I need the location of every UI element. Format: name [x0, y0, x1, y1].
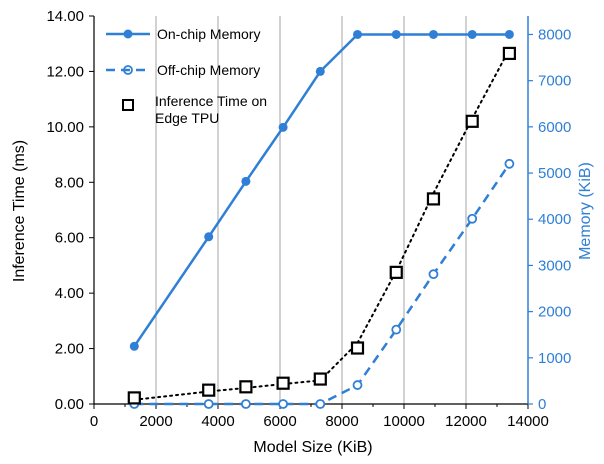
point-on-chip-3 [278, 122, 288, 132]
point-on-chip-2 [241, 176, 251, 186]
point-inference-time-6 [389, 265, 403, 279]
point-on-chip-8 [467, 29, 477, 39]
point-inference-time-7 [426, 192, 441, 206]
y-tick-label-right-4: 4000 [538, 211, 571, 228]
y-tick-label-right-8: 8000 [538, 26, 571, 43]
series-line-on-chip [133, 33, 510, 348]
x-tick-label-5: 10000 [383, 413, 425, 430]
x-tick-label-1: 2000 [139, 413, 172, 430]
y-tick-label-right-3: 3000 [538, 257, 571, 274]
point-inference-time-4 [313, 372, 327, 386]
point-on-chip-9 [504, 29, 514, 39]
point-inference-time-0 [127, 391, 141, 405]
point-off-chip-1 [203, 399, 214, 409]
point-inference-time-9 [502, 46, 516, 61]
point-inference-time-2 [239, 380, 253, 394]
point-off-chip-7 [428, 269, 439, 280]
x-tick-label-6: 12000 [445, 413, 487, 430]
point-inference-time-8 [465, 114, 479, 128]
legend-item-on-chip: On-chip Memory [106, 26, 260, 42]
y-tick-label-left-1: 2.00 [55, 341, 84, 358]
point-on-chip-1 [204, 232, 214, 242]
y-tick-label-left-6: 12.00 [46, 63, 84, 80]
point-inference-time-3 [276, 376, 290, 390]
y-tick-label-left-7: 14.00 [46, 8, 84, 25]
y-tick-label-right-1: 1000 [538, 350, 571, 367]
x-axis-title: Model Size (KiB) [253, 439, 372, 456]
point-off-chip-3 [278, 399, 289, 409]
x-tick-label-7: 14000 [507, 413, 549, 430]
point-off-chip-4 [315, 399, 326, 409]
legend-item-inference-time: Inference Time on Edge TPU [122, 93, 268, 126]
point-off-chip-9 [504, 158, 515, 169]
point-inference-time-5 [350, 341, 365, 355]
y-tick-label-left-4: 8.00 [55, 174, 84, 191]
legend-item-off-chip: Off-chip Memory [106, 62, 260, 78]
y-tick-label-left-2: 4.00 [55, 285, 84, 302]
y-tick-label-right-7: 7000 [538, 73, 571, 90]
y-tick-label-right-6: 6000 [538, 119, 571, 136]
y-tick-label-right-5: 5000 [538, 165, 571, 182]
y-tick-label-left-3: 6.00 [55, 230, 84, 247]
point-inference-time-1 [202, 383, 216, 397]
point-on-chip-7 [428, 29, 438, 39]
legend: On-chip Memory Off-chip Memory Inference… [106, 26, 268, 126]
gridlines [155, 16, 467, 404]
y-tick-label-right-0: 0 [538, 396, 546, 413]
point-off-chip-8 [467, 213, 478, 224]
tick-labels: 0 2000 4000 6000 8000 10000 12000 140000.002.00… [46, 8, 571, 430]
legend-label-on-chip: On-chip Memory [157, 26, 260, 42]
legend-label-inference-time: Inference Time on Edge TPU [155, 93, 268, 126]
point-on-chip-6 [391, 29, 401, 39]
x-tick-label-3: 6000 [263, 413, 296, 430]
point-off-chip-6 [391, 324, 402, 335]
y-tick-label-left-5: 10.00 [46, 119, 84, 136]
y-axis-title-right: Memory (KiB) [577, 162, 594, 260]
legend-label-off-chip: Off-chip Memory [157, 62, 260, 78]
series-line-off-chip [134, 163, 511, 406]
point-on-chip-5 [353, 29, 362, 39]
x-tick-label-4: 8000 [325, 413, 358, 430]
point-on-chip-4 [315, 66, 325, 76]
series-layer [127, 29, 516, 409]
y-tick-label-left-0: 0.00 [55, 396, 84, 413]
point-off-chip-5 [352, 380, 363, 390]
point-on-chip-0 [129, 341, 139, 351]
x-tick-label-0: 0 [90, 413, 98, 430]
x-tick-label-2: 4000 [201, 413, 234, 430]
point-off-chip-2 [240, 399, 251, 409]
y-axis-title-left: Inference Time (ms) [11, 140, 28, 282]
series-trendline [133, 48, 511, 401]
y-tick-label-right-2: 2000 [538, 304, 571, 321]
